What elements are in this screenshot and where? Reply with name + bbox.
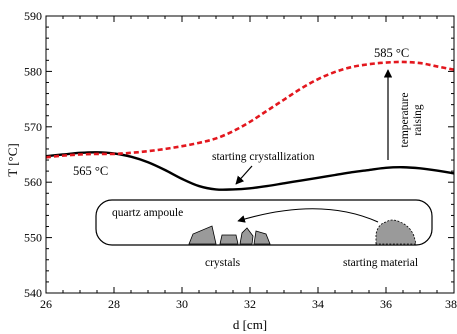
y-axis-label: T [°C] [5,143,20,176]
series-layer [46,60,454,191]
quartz-ampoule [95,199,433,246]
annotation-starting-crystallization: starting crystallization [212,151,315,163]
transport-arrow [237,208,379,223]
plot-frame [45,15,455,294]
crystals-group [188,225,271,245]
annotation-raising: raising [412,104,424,136]
annotation-585: 585 °C [374,46,409,60]
x-axis-label: d [cm] [233,317,267,332]
x-tick-label: 38 [445,297,457,311]
annotation-crystals: crystals [205,257,241,269]
crystal [219,234,239,245]
starting-material [375,219,417,245]
annotation-quartz-ampoule: quartz ampoule [112,207,183,219]
y-tick-label: 560 [24,175,42,189]
annotation-starting-material: starting material [343,257,418,269]
crystal [188,225,217,245]
y-tick-label: 590 [24,9,42,23]
series-line-dashed [46,60,454,159]
annotation-565: 565 °C [73,164,108,178]
x-tick-label: 34 [312,297,324,311]
crystal [253,230,271,245]
y-tick-label: 570 [24,120,42,134]
crystallization-arrow [235,165,253,185]
x-tick-label: 26 [40,297,52,311]
y-tick-label: 540 [24,286,42,300]
crystal [239,227,254,245]
tick-labels: 26 28 30 32 34 36 38 540 550 560 570 580 590 [24,9,457,311]
x-tick-label: 28 [108,297,120,311]
y-tick-label: 580 [24,64,42,78]
x-tick-label: 36 [380,297,392,311]
annotation-temperature: temperature [399,93,411,148]
x-tick-label: 32 [244,297,256,311]
y-tick-label: 550 [24,231,42,245]
x-tick-label: 30 [176,297,188,311]
